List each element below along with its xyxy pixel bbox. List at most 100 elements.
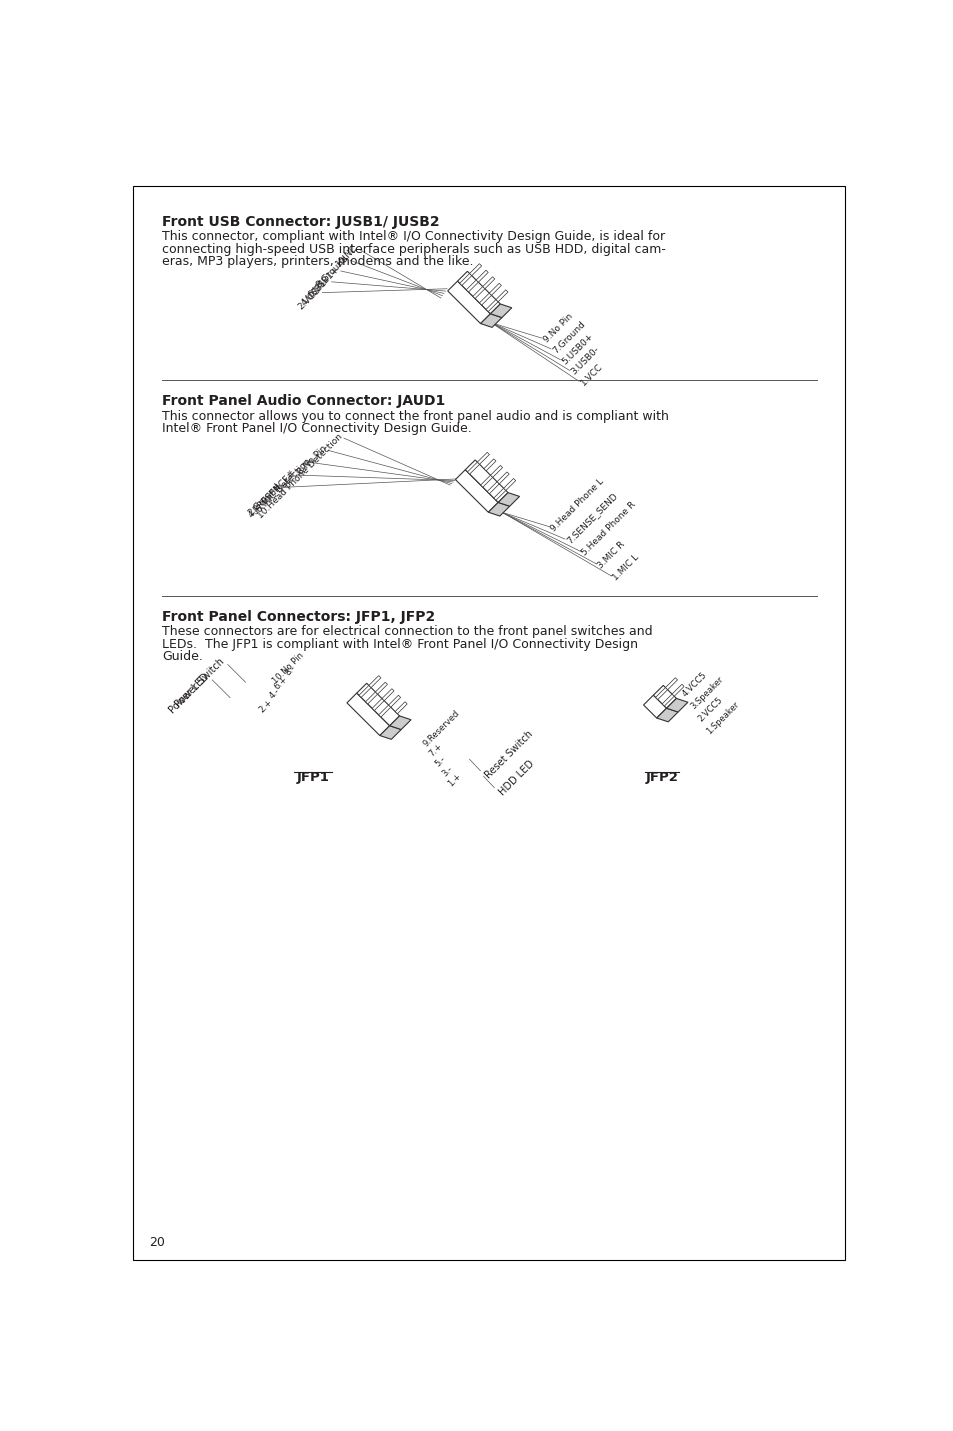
Text: 5.-: 5.- xyxy=(434,754,448,768)
Text: 3.MIC R: 3.MIC R xyxy=(596,539,626,570)
Text: 9.Head Phone L: 9.Head Phone L xyxy=(549,477,605,534)
Text: LEDs.  The JFP1 is compliant with Intel® Front Panel I/O Connectivity Design: LEDs. The JFP1 is compliant with Intel® … xyxy=(162,638,638,651)
Text: 3.-: 3.- xyxy=(439,764,454,778)
Polygon shape xyxy=(379,726,401,740)
Text: 7.+: 7.+ xyxy=(427,741,444,758)
Text: 6.USB1+: 6.USB1+ xyxy=(306,265,340,299)
Polygon shape xyxy=(378,705,391,717)
Text: 3.Speaker: 3.Speaker xyxy=(688,674,724,711)
Polygon shape xyxy=(473,286,484,299)
Text: HDD LED: HDD LED xyxy=(497,758,536,797)
Polygon shape xyxy=(389,716,411,730)
Text: 10.Head Phone Detection: 10.Head Phone Detection xyxy=(255,432,344,519)
Text: Reset Switch: Reset Switch xyxy=(483,728,535,780)
Text: JFP2: JFP2 xyxy=(644,771,678,784)
Polygon shape xyxy=(388,695,400,707)
Polygon shape xyxy=(487,482,498,494)
Text: 2.Ground: 2.Ground xyxy=(246,481,282,517)
Polygon shape xyxy=(490,465,502,478)
Text: 4.VCC5: 4.VCC5 xyxy=(680,671,708,698)
Text: 1.MIC L: 1.MIC L xyxy=(611,552,640,582)
Polygon shape xyxy=(665,678,677,690)
Polygon shape xyxy=(490,303,511,318)
Text: 3.USB0-: 3.USB0- xyxy=(569,345,600,376)
Polygon shape xyxy=(656,708,678,721)
Polygon shape xyxy=(358,685,371,697)
Polygon shape xyxy=(447,280,490,323)
Polygon shape xyxy=(655,687,667,700)
Polygon shape xyxy=(480,313,501,328)
Text: These connectors are for electrical connection to the front panel switches and: These connectors are for electrical conn… xyxy=(162,625,652,638)
Text: Power LED: Power LED xyxy=(167,671,211,716)
Text: 5.USB0+: 5.USB0+ xyxy=(559,331,595,366)
Text: 2.VCC: 2.VCC xyxy=(296,286,322,312)
Polygon shape xyxy=(347,693,389,736)
Text: 2.VCC5: 2.VCC5 xyxy=(696,695,724,723)
Text: 7.SENSE_SEND: 7.SENSE_SEND xyxy=(564,491,618,545)
Text: 10.No Pin: 10.No Pin xyxy=(271,651,305,685)
Text: 1.Speaker: 1.Speaker xyxy=(703,700,740,736)
Polygon shape xyxy=(496,290,507,302)
Polygon shape xyxy=(369,675,380,688)
Text: 8.Ground: 8.Ground xyxy=(314,253,350,290)
Polygon shape xyxy=(489,283,501,295)
Text: 7.Ground: 7.Ground xyxy=(550,319,586,355)
Text: 8.-: 8.- xyxy=(283,663,297,677)
Polygon shape xyxy=(469,263,481,276)
Polygon shape xyxy=(467,462,479,474)
Text: Front Panel Connectors: JFP1, JFP2: Front Panel Connectors: JFP1, JFP2 xyxy=(162,610,435,624)
Text: eras, MP3 players, printers, modems and the like.: eras, MP3 players, printers, modems and … xyxy=(162,255,473,268)
Text: 10.NC: 10.NC xyxy=(334,243,359,269)
Text: 8.No Pin: 8.No Pin xyxy=(295,444,328,477)
Polygon shape xyxy=(381,688,394,701)
Polygon shape xyxy=(497,472,509,484)
Polygon shape xyxy=(483,459,496,471)
Text: Intel® Front Panel I/O Connectivity Design Guide.: Intel® Front Panel I/O Connectivity Desi… xyxy=(162,422,471,435)
Polygon shape xyxy=(488,502,509,517)
Polygon shape xyxy=(480,475,492,487)
Text: 1.VCC: 1.VCC xyxy=(578,362,604,388)
Text: 4.PRESENCE#: 4.PRESENCE# xyxy=(246,469,297,519)
Text: 6.MIC Detection: 6.MIC Detection xyxy=(255,456,313,514)
Text: 6.+: 6.+ xyxy=(273,674,290,691)
Text: 4.-: 4.- xyxy=(268,685,282,700)
Text: 1.+: 1.+ xyxy=(446,771,462,788)
Polygon shape xyxy=(503,478,516,491)
Polygon shape xyxy=(653,685,676,708)
Text: connecting high-speed USB interface peripherals such as USB HDD, digital cam-: connecting high-speed USB interface peri… xyxy=(162,243,665,256)
Polygon shape xyxy=(643,695,666,718)
Text: 20: 20 xyxy=(149,1236,165,1249)
Polygon shape xyxy=(671,684,683,697)
Polygon shape xyxy=(395,701,407,714)
Polygon shape xyxy=(365,693,377,704)
Text: This connector allows you to connect the front panel audio and is compliant with: This connector allows you to connect the… xyxy=(162,409,668,422)
Polygon shape xyxy=(459,273,472,285)
Text: 4.USB1-: 4.USB1- xyxy=(299,275,332,308)
Text: 9.No Pin: 9.No Pin xyxy=(541,312,574,345)
Polygon shape xyxy=(476,452,489,464)
Polygon shape xyxy=(666,698,687,713)
Polygon shape xyxy=(497,492,519,507)
Text: 9.Reserved: 9.Reserved xyxy=(421,708,461,748)
Polygon shape xyxy=(466,280,477,292)
Polygon shape xyxy=(661,694,674,705)
Polygon shape xyxy=(455,469,497,512)
Polygon shape xyxy=(465,459,508,502)
Text: Power Switch: Power Switch xyxy=(173,655,226,708)
Polygon shape xyxy=(476,270,488,282)
Text: Front Panel Audio Connector: JAUD1: Front Panel Audio Connector: JAUD1 xyxy=(162,395,445,408)
Polygon shape xyxy=(482,276,495,289)
Polygon shape xyxy=(457,272,499,313)
Text: Front USB Connector: JUSB1/ JUSB2: Front USB Connector: JUSB1/ JUSB2 xyxy=(162,215,439,229)
Text: 2.+: 2.+ xyxy=(257,697,274,714)
Text: JFP1: JFP1 xyxy=(296,771,329,784)
Polygon shape xyxy=(494,488,505,501)
Text: This connector, compliant with Intel® I/O Connectivity Design Guide, is ideal fo: This connector, compliant with Intel® I/… xyxy=(162,230,664,243)
Polygon shape xyxy=(356,683,399,726)
Polygon shape xyxy=(479,293,491,305)
Polygon shape xyxy=(375,683,387,694)
Polygon shape xyxy=(485,299,497,312)
Polygon shape xyxy=(372,698,384,710)
Text: 5.Head Phone R: 5.Head Phone R xyxy=(579,501,638,558)
Text: Guide.: Guide. xyxy=(162,650,203,663)
